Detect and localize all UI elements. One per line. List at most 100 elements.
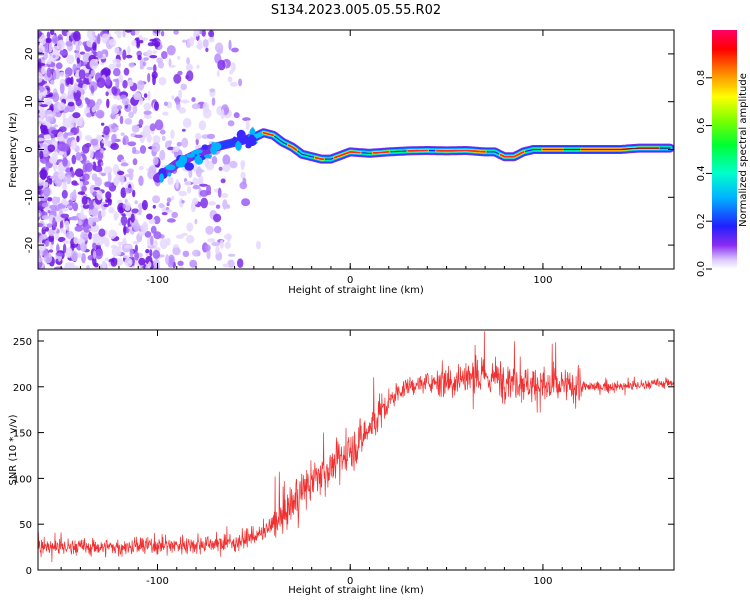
noise-blob: [57, 171, 66, 180]
noise-blob: [84, 135, 92, 141]
noise-blob: [175, 178, 179, 189]
noise-blob: [117, 170, 125, 176]
noise-blob: [172, 146, 180, 153]
noise-blob: [122, 79, 128, 89]
noise-blob: [132, 240, 140, 245]
noise-blob: [143, 102, 152, 111]
noise-blob: [57, 141, 67, 152]
noise-blob: [128, 111, 135, 119]
noise-blob: [185, 63, 194, 72]
noise-blob: [38, 89, 41, 99]
noise-blob: [176, 141, 182, 147]
noise-blob: [208, 201, 216, 206]
y-tick-label: 0: [24, 146, 35, 152]
noise-blob: [216, 70, 220, 77]
noise-blob: [144, 231, 152, 238]
noise-blob: [70, 250, 79, 262]
noise-blob: [124, 257, 133, 267]
noise-blob: [45, 240, 50, 247]
noise-blob: [105, 191, 112, 200]
y-tick-label: 50: [19, 520, 32, 531]
noise-blob: [43, 134, 51, 140]
noise-blob: [90, 138, 99, 146]
noise-blob: [171, 196, 175, 201]
noise-blob: [62, 118, 71, 129]
noise-blob: [66, 205, 73, 209]
ridge-blob: [248, 134, 256, 143]
noise-blob: [97, 33, 101, 45]
noise-blob: [47, 144, 56, 153]
noise-blob: [241, 198, 251, 207]
noise-blob: [205, 225, 214, 235]
noise-blob: [46, 223, 52, 228]
noise-blob: [52, 54, 56, 59]
noise-blob: [59, 150, 64, 156]
noise-blob: [129, 248, 134, 258]
y-tick-label: 200: [13, 383, 32, 394]
noise-blob: [82, 204, 90, 209]
noise-blob: [113, 68, 121, 77]
noise-blob: [229, 69, 234, 75]
noise-blob: [39, 169, 48, 180]
noise-blob: [108, 229, 116, 240]
noise-blob: [130, 213, 135, 223]
noise-blob: [48, 249, 54, 253]
noise-blob: [144, 114, 152, 120]
noise-blob: [238, 78, 243, 87]
noise-blob: [116, 105, 123, 110]
noise-blob: [100, 209, 106, 218]
spectrogram-xlabel: Height of straight line (km): [288, 285, 424, 296]
noise-blob: [91, 105, 96, 113]
noise-blob: [92, 242, 97, 250]
noise-blob: [120, 159, 126, 164]
noise-blob: [54, 179, 63, 187]
noise-blob: [131, 124, 140, 133]
noise-blob: [42, 91, 47, 96]
noise-blob: [88, 228, 96, 231]
noise-blob: [106, 98, 110, 109]
noise-blob: [198, 120, 207, 131]
ridge-blob: [204, 154, 212, 159]
noise-blob: [220, 193, 229, 199]
noise-blob: [84, 97, 89, 102]
noise-blob: [163, 101, 169, 107]
noise-blob: [62, 181, 67, 192]
noise-blob: [41, 215, 50, 220]
noise-blob: [56, 196, 61, 204]
ridge-blob: [201, 144, 209, 150]
noise-blob: [213, 213, 222, 223]
noise-blob: [156, 57, 163, 64]
noise-blob: [84, 162, 93, 172]
noise-blob: [150, 235, 154, 246]
y-tick-label: 150: [13, 429, 32, 440]
noise-blob: [256, 240, 261, 250]
noise-blob: [143, 93, 148, 98]
ridge-peak: [262, 131, 274, 137]
ridge-blob: [232, 136, 237, 144]
noise-blob: [122, 49, 127, 60]
noise-blob: [94, 177, 100, 182]
noise-blob: [122, 255, 130, 259]
noise-blob: [165, 237, 171, 246]
noise-blob: [169, 64, 176, 68]
noise-blob: [152, 195, 161, 204]
noise-blob: [59, 83, 65, 95]
noise-blob: [91, 233, 100, 240]
noise-blob: [153, 231, 162, 240]
noise-blob: [191, 103, 201, 110]
noise-blob: [139, 145, 147, 154]
noise-blob: [78, 220, 83, 226]
noise-blob: [101, 49, 108, 55]
noise-blob: [147, 90, 151, 101]
noise-blob: [214, 225, 222, 234]
noise-blob: [152, 50, 157, 54]
noise-blob: [206, 249, 211, 260]
noise-blob: [164, 140, 172, 149]
noise-blob: [143, 110, 152, 115]
noise-blob: [56, 39, 65, 51]
noise-blob: [70, 170, 75, 178]
noise-blob: [53, 124, 59, 128]
noise-blob: [92, 31, 96, 37]
noise-blob: [177, 260, 184, 266]
noise-blob: [165, 209, 173, 213]
